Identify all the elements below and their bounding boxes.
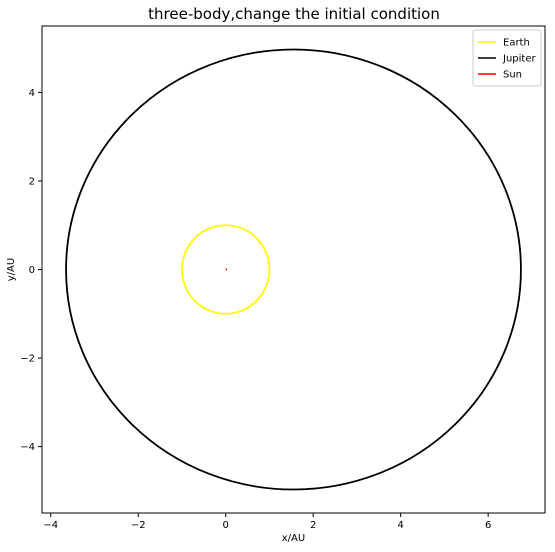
series-jupiter-orbit <box>65 48 522 491</box>
x-tick-label: −4 <box>43 520 58 531</box>
x-tick-label: 0 <box>223 520 229 531</box>
x-tick-label: −2 <box>131 520 146 531</box>
y-axis-label: y/AU <box>6 258 17 281</box>
x-tick-label: 2 <box>310 520 316 531</box>
axes-frame <box>41 25 546 514</box>
y-tick-label: −2 <box>20 354 35 365</box>
chart-title: three-body,change the initial condition <box>148 5 440 23</box>
x-tick-label: 6 <box>485 520 491 531</box>
x-tick-label: 4 <box>397 520 403 531</box>
y-tick-label: 0 <box>29 265 35 276</box>
series-earth-orbit <box>181 224 271 315</box>
legend-label-sun: Sun <box>503 70 522 81</box>
legend-label-jupiter: Jupiter <box>502 54 536 65</box>
legend: Earth Jupiter Sun <box>472 29 542 87</box>
x-axis-label: x/AU <box>282 533 305 544</box>
y-tick-label: 2 <box>29 176 35 187</box>
plot-area <box>65 48 522 491</box>
y-tick-label: −4 <box>20 442 35 453</box>
legend-label-earth: Earth <box>503 38 530 49</box>
legend-box <box>472 29 542 87</box>
y-tick-label: 4 <box>29 88 35 99</box>
x-axis: −4 −2 0 2 4 6 <box>43 513 491 531</box>
y-axis: −4 −2 0 2 4 <box>20 88 42 453</box>
